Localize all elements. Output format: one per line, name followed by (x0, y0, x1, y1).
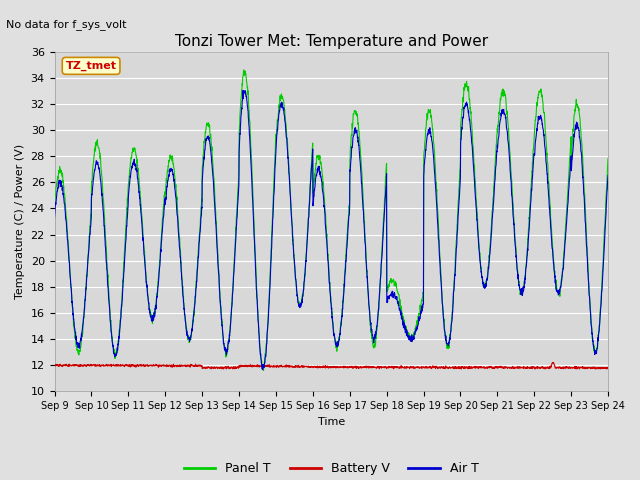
Y-axis label: Temperature (C) / Power (V): Temperature (C) / Power (V) (15, 144, 25, 299)
X-axis label: Time: Time (317, 417, 345, 427)
Title: Tonzi Tower Met: Temperature and Power: Tonzi Tower Met: Temperature and Power (175, 34, 488, 49)
Text: TZ_tmet: TZ_tmet (65, 61, 116, 71)
Text: No data for f_sys_volt: No data for f_sys_volt (6, 19, 127, 30)
Legend: Panel T, Battery V, Air T: Panel T, Battery V, Air T (179, 457, 484, 480)
